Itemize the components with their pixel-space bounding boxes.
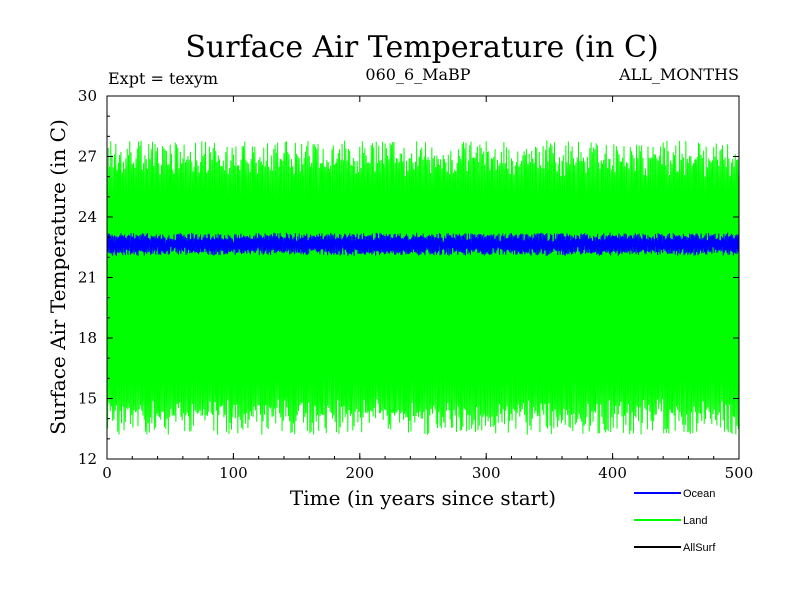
- legend-item-ocean: Ocean: [634, 488, 715, 500]
- y-tick-label: 21: [78, 269, 97, 287]
- y-axis: 12 15 18 21 24 27 30: [78, 87, 739, 468]
- series-line-land: [107, 140, 739, 435]
- chart-subtitle-left: Expt = texym: [108, 69, 218, 88]
- chart-title: Surface Air Temperature (in C): [185, 30, 658, 65]
- chart-subtitle-right: ALL_MONTHS: [618, 65, 739, 84]
- x-tick-label: 0: [102, 464, 112, 482]
- x-tick-label: 500: [725, 464, 754, 482]
- y-axis-label: Surface Air Temperature (in C): [46, 119, 70, 435]
- series-layer: [107, 140, 739, 435]
- x-axis-label: Time (in years since start): [290, 486, 556, 510]
- y-tick-label: 24: [78, 208, 97, 226]
- series-line-ocean: [107, 232, 739, 256]
- y-tick-label: 18: [78, 329, 97, 347]
- legend-item-allsurf: AllSurf: [634, 542, 716, 554]
- x-tick-label: 400: [598, 464, 627, 482]
- x-tick-label: 100: [219, 464, 248, 482]
- y-tick-label: 15: [78, 390, 97, 408]
- x-tick-label: 200: [345, 464, 374, 482]
- legend-label-land: Land: [683, 515, 707, 527]
- y-tick-label: 27: [78, 148, 97, 166]
- x-axis: 0 100 200 300 400 500: [102, 96, 753, 482]
- y-tick-label: 12: [78, 450, 97, 468]
- chart-subtitle-center: 060_6_MaBP: [365, 65, 470, 84]
- legend-item-land: Land: [634, 515, 707, 527]
- legend-label-ocean: Ocean: [683, 488, 715, 500]
- legend: Ocean Land AllSurf: [634, 488, 716, 554]
- x-tick-label: 300: [472, 464, 501, 482]
- y-tick-label: 30: [78, 87, 97, 105]
- legend-label-allsurf: AllSurf: [683, 542, 716, 554]
